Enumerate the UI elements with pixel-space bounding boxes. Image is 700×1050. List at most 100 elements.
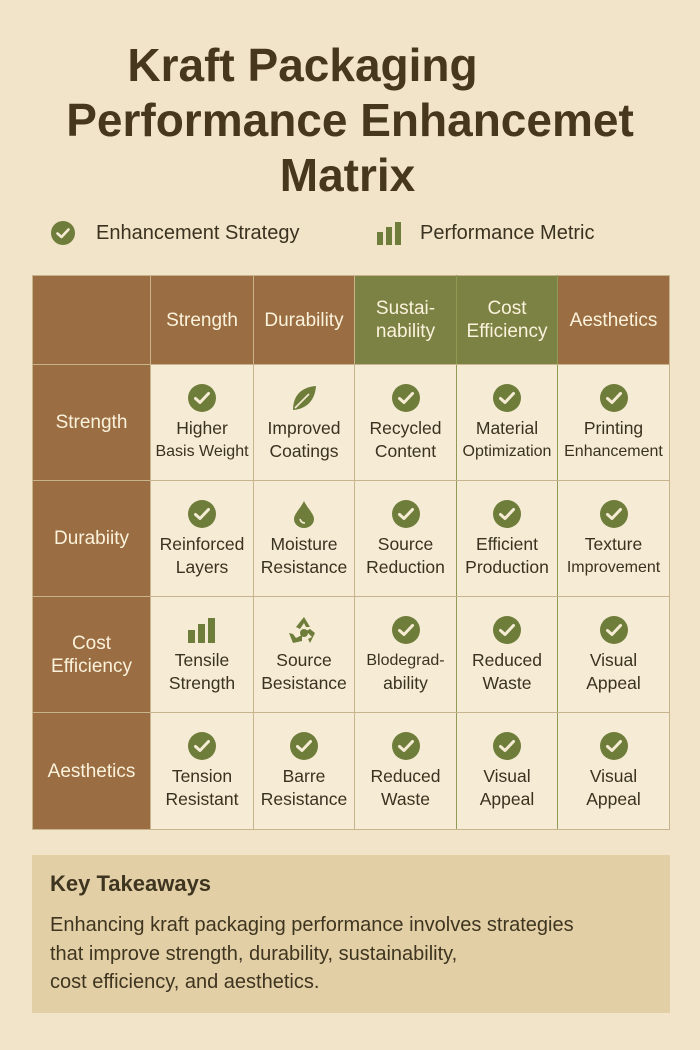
legend-performance-metric: Performance Metric (376, 218, 595, 248)
cell-label-line: Improvement (566, 558, 661, 576)
check-circle-icon (457, 731, 557, 761)
check-circle-icon (558, 383, 669, 413)
cell-label: Tension Resistant (151, 765, 253, 811)
cell-label-line: Coatings (269, 440, 339, 461)
row-header-label: Aesthetics (47, 760, 136, 782)
legend-performance-label: Performance Metric (420, 221, 595, 244)
cell-label-line: Texture (584, 533, 643, 554)
recycle-icon (254, 615, 354, 645)
column-header-sustainability: Sustai-nability (354, 275, 457, 365)
matrix-row: Durabiity Reinforced Layers Moisture Resista… (32, 480, 670, 597)
column-header-aesthetics: Aesthetics (557, 275, 670, 365)
key-takeaways-heading: Key Takeaways (50, 871, 212, 896)
row-header: Durabiity (32, 480, 151, 597)
matrix-cell: Tension Resistant (150, 712, 254, 830)
cell-label: Visual Appeal (558, 765, 669, 811)
cell-label-line: Optimization (462, 442, 552, 460)
cell-label: Reduced Waste (457, 649, 557, 695)
title-line-2: Performance Enhancemet (66, 94, 634, 146)
check-circle-icon (254, 731, 354, 761)
matrix-cell: Visual Appeal (557, 596, 670, 713)
cell-label-line: Reinforced (159, 533, 245, 554)
column-header-durability: Durability (253, 275, 355, 365)
cell-label-line: Besistance (261, 672, 347, 693)
row-header: Strength (32, 364, 151, 481)
cell-label: Visual Appeal (457, 765, 557, 811)
takeaway-line: Enhancing kraft packaging performance in… (50, 914, 574, 936)
cell-label-line: Source (276, 649, 332, 670)
cell-label-line: Tension (171, 766, 233, 786)
check-circle-icon (355, 499, 456, 529)
leaf-icon (254, 383, 354, 413)
cell-label-line: Source (377, 533, 434, 554)
cell-label-line: Enhancement (564, 442, 663, 460)
page-title: Kraft Packaging Performance Enhancemet M… (0, 38, 700, 203)
cell-label-line: Appeal (479, 789, 535, 809)
cell-label-line: Improved (267, 417, 341, 438)
cell-label-line: Recycled (369, 417, 442, 438)
title-line-1: Kraft Packaging (127, 39, 478, 91)
cell-label: Tensile Strength (151, 649, 253, 695)
matrix-cell: Moisture Resistance (253, 480, 355, 597)
matrix-cell: Source Reduction (354, 480, 457, 597)
bar-chart-icon (151, 615, 253, 645)
cell-label-line: Reduction (366, 556, 445, 577)
check-circle-icon (457, 615, 557, 645)
cell-label-line: Moisture (270, 533, 338, 554)
cell-label: Source Reduction (355, 533, 456, 579)
matrix-cell: Visual Appeal (456, 712, 558, 830)
matrix-cell: Source Besistance (253, 596, 355, 713)
cell-label: Source Besistance (254, 649, 354, 695)
row-header-label: Efficiency (51, 655, 132, 677)
water-drop-icon (254, 499, 354, 529)
matrix-cell: Barre Resistance (253, 712, 355, 830)
check-circle-icon (558, 731, 669, 761)
check-circle-icon (457, 383, 557, 413)
cell-label-line: Material (475, 417, 539, 438)
row-header-label: Cost (71, 632, 112, 654)
cell-label-line: Appeal (586, 672, 641, 693)
cell-label-line: ability (383, 672, 428, 693)
cell-label-line: Resistance (260, 556, 348, 577)
cell-label-line: Waste (482, 672, 532, 693)
matrix-header-row: Strength Durability Sustai-nability Cost… (32, 275, 670, 365)
cell-label-line: Blodegrad- (366, 651, 445, 669)
row-header-label: Durabiity (54, 528, 129, 549)
title-line-3: Matrix (279, 149, 416, 201)
cell-label-line: Visual (589, 649, 638, 670)
column-header-cost-efficiency: Cost Efficiency (456, 275, 558, 365)
cell-label: Moisture Resistance (254, 533, 354, 579)
check-circle-icon (151, 383, 253, 413)
cell-label-line: Visual (483, 766, 531, 786)
matrix-cell: Reduced Waste (456, 596, 558, 713)
cell-label-line: Strength (168, 672, 236, 693)
cell-label-line: Printing (583, 417, 644, 438)
cell-label-line: Tensile (174, 649, 230, 670)
cell-label: Efficient Production (457, 533, 557, 579)
matrix-cell: Efficient Production (456, 480, 558, 597)
check-circle-icon (50, 220, 76, 246)
matrix-cell: Recycled Content (354, 364, 457, 481)
check-circle-icon (355, 383, 456, 413)
enhancement-matrix: Strength Durability Sustai-nability Cost… (32, 275, 670, 830)
matrix-cell: Tensile Strength (150, 596, 254, 713)
column-header-strength: Strength (150, 275, 254, 365)
cell-label-line: Layers (175, 556, 229, 577)
cell-label: Improved Coatings (254, 417, 354, 463)
bar-chart-icon (376, 221, 402, 245)
cell-label: Blodegrad-ability (355, 649, 456, 695)
cell-label: Recycled Content (355, 417, 456, 463)
check-circle-icon (151, 499, 253, 529)
cell-label: Printing Enhancement (558, 417, 669, 463)
matrix-cell: Reduced Waste (354, 712, 457, 830)
matrix-cell: Reinforced Layers (150, 480, 254, 597)
cell-label-line: Reduced (471, 649, 543, 670)
cell-label-line: Resistant (165, 789, 239, 809)
takeaway-line: that improve strength, durability, susta… (50, 942, 458, 965)
matrix-cell: Texture Improvement (557, 480, 670, 597)
cell-label: Material Optimization (457, 417, 557, 463)
cell-label: Reduced Waste (355, 765, 456, 811)
check-circle-icon (355, 731, 456, 761)
key-takeaways-text: Enhancing kraft packaging performance in… (50, 911, 660, 997)
cell-label-line: Higher (176, 417, 228, 438)
